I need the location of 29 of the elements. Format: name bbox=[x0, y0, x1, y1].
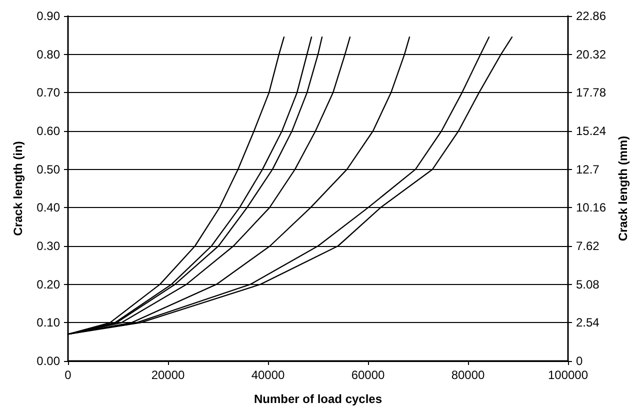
x-tick-label: 0 bbox=[64, 368, 72, 382]
x-tick-label: 20000 bbox=[151, 368, 186, 382]
y2-tick-label: 20.32 bbox=[576, 47, 606, 62]
y2-tick-label: 10.16 bbox=[576, 200, 606, 215]
y-tick-label: 0.40 bbox=[36, 200, 60, 215]
y-tick-label: 0.10 bbox=[36, 316, 60, 330]
y2-tick-label: 12.7 bbox=[576, 162, 600, 176]
y2-tick-label: 17.78 bbox=[576, 86, 606, 100]
y2-tick-label: 5.08 bbox=[576, 277, 600, 292]
y2-tick-label: 7.62 bbox=[576, 239, 600, 253]
y2-tick-label: 15.24 bbox=[576, 124, 606, 138]
y2-tick-label: 22.86 bbox=[576, 9, 606, 23]
y2-axis-title: Crack length (mm) bbox=[616, 136, 630, 242]
y2-tick-label: 2.54 bbox=[576, 316, 600, 330]
y-tick-label: 0.80 bbox=[36, 47, 60, 62]
y-tick-label: 0.20 bbox=[36, 277, 60, 292]
y-tick-label: 0.30 bbox=[36, 239, 60, 253]
y-tick-label: 0.60 bbox=[36, 124, 60, 138]
y-tick-label: 0.50 bbox=[36, 162, 60, 176]
x-tick-label: 80000 bbox=[451, 368, 486, 382]
x-axis-title: Number of load cycles bbox=[254, 392, 382, 406]
y-axis-title: Crack length (in) bbox=[11, 141, 25, 236]
x-tick-label: 100000 bbox=[548, 368, 588, 382]
y-tick-label: 0.90 bbox=[36, 9, 60, 23]
y-tick-label: 0.00 bbox=[36, 354, 60, 368]
x-tick-label: 60000 bbox=[351, 368, 386, 382]
y2-tick-label: 0 bbox=[576, 354, 583, 368]
y-tick-label: 0.70 bbox=[36, 86, 60, 100]
x-tick-label: 40000 bbox=[251, 368, 286, 382]
